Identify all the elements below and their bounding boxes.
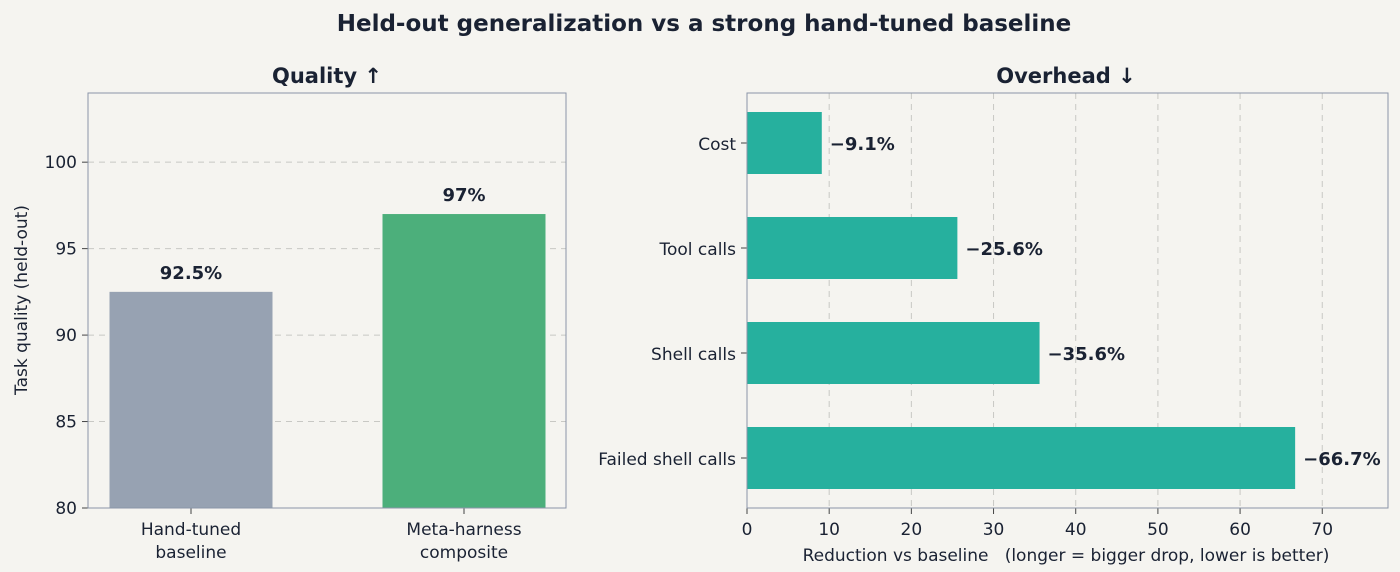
quality-y-tick-label: 80 — [55, 499, 77, 519]
overhead-category-label: Tool calls — [659, 240, 737, 260]
quality-bar — [382, 214, 546, 508]
quality-category-label: composite — [420, 543, 508, 563]
quality-category-label: Hand-tuned — [141, 520, 241, 540]
overhead-value-label: −9.1% — [830, 134, 895, 155]
quality-title: Quality ↑ — [272, 64, 382, 88]
quality-bar — [109, 291, 273, 508]
overhead-plot-frame — [746, 92, 1389, 509]
overhead-value-label: −25.6% — [965, 239, 1043, 260]
quality-category-label: baseline — [155, 543, 226, 563]
quality-plot-frame — [87, 92, 567, 509]
overhead-x-tick-label: 20 — [901, 520, 923, 540]
overhead-x-tick-label: 0 — [742, 520, 753, 540]
overhead-x-tick-label: 30 — [983, 520, 1005, 540]
overhead-category-label: Cost — [698, 135, 736, 155]
overhead-x-axis-label: Reduction vs baseline (longer = bigger d… — [803, 546, 1330, 566]
quality-panel: Quality ↑ 92.5% 97% 80 85 90 95 100 Hand-tune… — [12, 64, 567, 563]
overhead-title: Overhead ↓ — [996, 64, 1135, 88]
overhead-category-label: Shell calls — [651, 345, 736, 365]
overhead-panel: Overhead ↓ −9.1% −25.6% −35.6% −66.7% 0 10 20… — [598, 64, 1389, 566]
quality-value-label: 97% — [442, 185, 485, 206]
quality-y-axis-label: Task quality (held-out) — [12, 205, 32, 396]
overhead-x-tick-label: 50 — [1147, 520, 1169, 540]
overhead-value-label: −35.6% — [1048, 344, 1126, 365]
overhead-x-tick-label: 60 — [1229, 520, 1251, 540]
quality-value-label: 92.5% — [160, 263, 222, 284]
quality-y-tick-label: 85 — [55, 413, 77, 433]
overhead-bar — [747, 427, 1296, 489]
overhead-bar — [747, 217, 958, 279]
quality-category-label: Meta-harness — [406, 520, 521, 540]
overhead-x-tick-label: 70 — [1311, 520, 1333, 540]
overhead-x-tick-label: 10 — [818, 520, 840, 540]
quality-y-tick-label: 90 — [55, 326, 77, 346]
overhead-value-label: −66.7% — [1303, 449, 1381, 470]
overhead-bar — [747, 322, 1040, 384]
overhead-category-label: Failed shell calls — [598, 450, 736, 470]
figure-title: Held-out generalization vs a strong hand… — [337, 11, 1072, 37]
quality-y-tick-label: 95 — [55, 240, 77, 260]
overhead-bar — [747, 112, 822, 174]
overhead-x-tick-label: 40 — [1065, 520, 1087, 540]
quality-y-tick-label: 100 — [45, 153, 77, 173]
